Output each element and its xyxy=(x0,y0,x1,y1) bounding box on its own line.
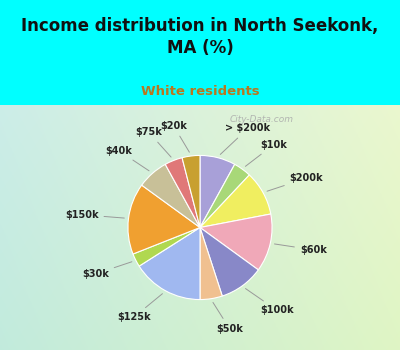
Text: $100k: $100k xyxy=(246,288,294,315)
Wedge shape xyxy=(200,214,272,270)
Wedge shape xyxy=(200,228,222,300)
Text: White residents: White residents xyxy=(141,85,259,98)
Text: City-Data.com: City-Data.com xyxy=(229,115,293,124)
Text: Income distribution in North Seekonk,
MA (%): Income distribution in North Seekonk, MA… xyxy=(21,17,379,57)
Text: $20k: $20k xyxy=(160,121,189,152)
Wedge shape xyxy=(139,228,200,300)
Text: $75k: $75k xyxy=(136,127,171,157)
Text: $60k: $60k xyxy=(274,244,327,255)
Text: $200k: $200k xyxy=(267,173,323,191)
Wedge shape xyxy=(133,228,200,266)
Wedge shape xyxy=(200,175,271,228)
Wedge shape xyxy=(142,164,200,228)
Text: $10k: $10k xyxy=(246,140,287,166)
Wedge shape xyxy=(182,155,200,228)
Text: $40k: $40k xyxy=(106,146,149,171)
Text: $150k: $150k xyxy=(65,210,124,220)
Text: $125k: $125k xyxy=(117,294,162,322)
Text: $50k: $50k xyxy=(213,302,243,334)
Wedge shape xyxy=(200,228,258,296)
Wedge shape xyxy=(200,164,249,228)
Text: > $200k: > $200k xyxy=(220,124,270,154)
Wedge shape xyxy=(165,158,200,228)
Text: $30k: $30k xyxy=(82,262,132,279)
Wedge shape xyxy=(128,185,200,254)
Wedge shape xyxy=(200,155,235,228)
